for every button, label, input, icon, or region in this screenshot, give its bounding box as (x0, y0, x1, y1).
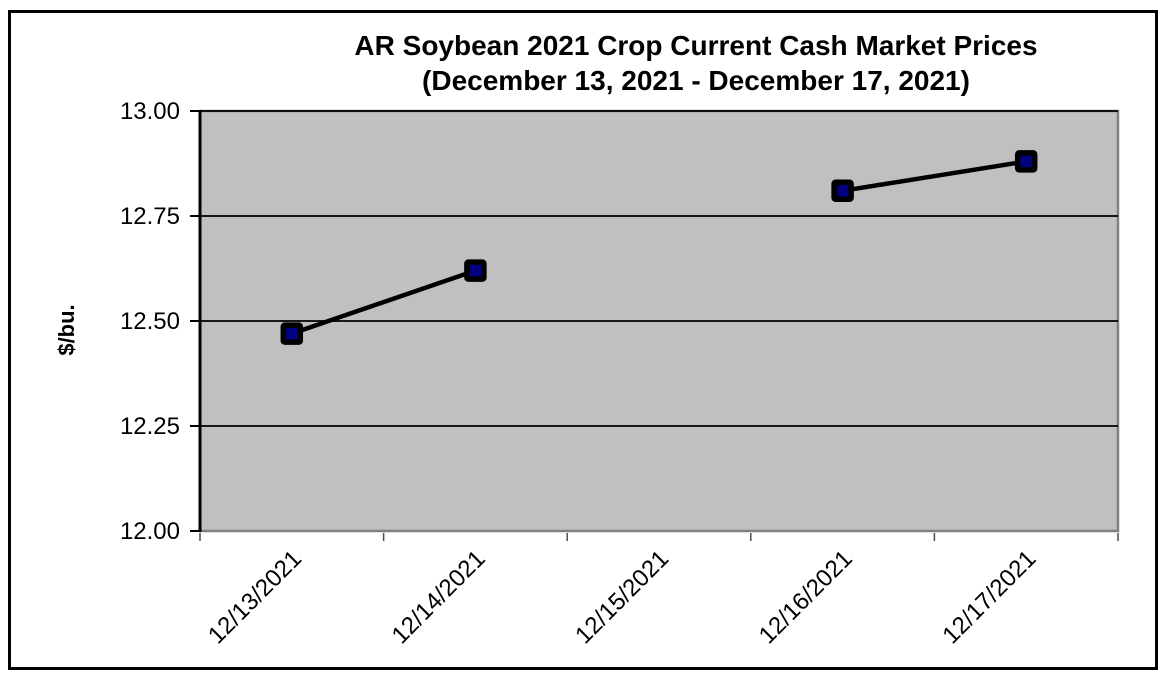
y-tick-label: 13.00 (120, 98, 180, 125)
data-point-marker (280, 322, 304, 345)
series-line-segment (842, 159, 1027, 194)
data-point-marker (1014, 150, 1038, 173)
chart-title-line1: AR Soybean 2021 Crop Current Cash Market… (354, 30, 1038, 61)
series-line-segment (291, 268, 477, 336)
data-point-marker (464, 259, 487, 282)
x-tick-label: 12/16/2021 (754, 545, 858, 649)
x-tick-label: 12/17/2021 (937, 545, 1041, 649)
chart-title-line2: (December 13, 2021 - December 17, 2021) (422, 65, 970, 96)
y-tick-label: 12.00 (120, 518, 180, 545)
x-tick-label: 12/13/2021 (203, 545, 307, 649)
x-tick-label: 12/14/2021 (387, 545, 491, 649)
data-point-marker (831, 179, 854, 203)
y-tick-label: 12.25 (120, 413, 180, 440)
chart-title: AR Soybean 2021 Crop Current Cash Market… (296, 28, 1096, 98)
figure-border (8, 10, 1158, 670)
x-tick-label: 12/15/2021 (570, 545, 674, 649)
y-tick-label: 12.75 (120, 203, 180, 230)
y-tick-label: 12.50 (120, 308, 180, 335)
